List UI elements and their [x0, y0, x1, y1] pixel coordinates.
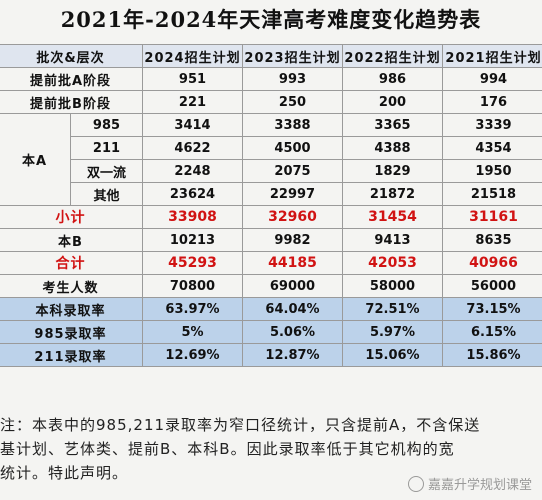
table-cell: 70800: [142, 274, 243, 298]
table-cell: 986: [342, 67, 443, 91]
table-row-total: 合计 45293 44185 42053 40966: [0, 251, 542, 275]
watermark-logo-icon: [407, 475, 424, 492]
footnote-line: 统计。特此声明。: [0, 464, 129, 482]
table-cell: 3365: [342, 113, 443, 137]
group-label-benA: 本A: [0, 113, 71, 206]
row-label: 合计: [0, 251, 143, 275]
header-cell: 2022招生计划: [342, 44, 443, 68]
table-cell: 3414: [142, 113, 243, 137]
table-row: 考生人数 70800 69000 58000 56000: [0, 274, 542, 298]
table-cell: 21872: [342, 182, 443, 206]
row-label: 提前批A阶段: [0, 67, 143, 91]
table-cell: 15.86%: [442, 343, 542, 367]
table-cell: 3388: [242, 113, 343, 137]
header-cell: 2023招生计划: [242, 44, 343, 68]
header-cell: 2024招生计划: [142, 44, 243, 68]
row-label: 211录取率: [0, 343, 143, 367]
table-row-subtotal: 小计 33908 32960 31454 31161: [0, 205, 542, 229]
table-cell: 2248: [142, 159, 243, 183]
table-cell: 2075: [242, 159, 343, 183]
table-cell: 44185: [242, 251, 343, 275]
table-row-rate: 985录取率 5% 5.06% 5.97% 6.15%: [0, 320, 542, 344]
table-cell: 40966: [442, 251, 542, 275]
page-title: 2021年-2024年天津高考难度变化趋势表: [60, 7, 482, 32]
table-row: 其他 23624 22997 21872 21518: [0, 182, 542, 206]
footnote-line: 注：本表中的985,211录取率为窄口径统计，只含提前A，不含保送: [0, 416, 481, 434]
table-cell: 1829: [342, 159, 443, 183]
table-cell: 4500: [242, 136, 343, 160]
table-cell: 250: [242, 90, 343, 114]
table-cell: 221: [142, 90, 243, 114]
table-header-row: 批次&层次 2024招生计划 2023招生计划 2022招生计划 2021招生计…: [0, 44, 542, 68]
row-label: 双一流: [70, 159, 143, 183]
table-cell: 45293: [142, 251, 243, 275]
header-cell: 批次&层次: [0, 44, 143, 68]
row-label: 考生人数: [0, 274, 143, 298]
table-cell: 21518: [442, 182, 542, 206]
table-cell: 31454: [342, 205, 443, 229]
table-cell: 22997: [242, 182, 343, 206]
row-label: 985: [70, 113, 143, 137]
table-row-rate: 本科录取率 63.97% 64.04% 72.51% 73.15%: [0, 297, 542, 321]
watermark-text: 嘉嘉升学规划课堂: [427, 478, 532, 493]
table-cell: 69000: [242, 274, 343, 298]
header-cell: 2021招生计划: [442, 44, 542, 68]
table-cell: 200: [342, 90, 443, 114]
table-cell: 5.06%: [242, 320, 343, 344]
table-cell: 32960: [242, 205, 343, 229]
table-row: 211 4622 4500 4388 4354: [0, 136, 542, 160]
table-cell: 4622: [142, 136, 243, 160]
table-cell: 42053: [342, 251, 443, 275]
row-label: 提前批B阶段: [0, 90, 143, 114]
table-row: 本A 985 3414 3388 3365 3339: [0, 113, 542, 206]
table-cell: 994: [442, 67, 542, 91]
table-cell: 3339: [442, 113, 542, 137]
table-cell: 72.51%: [342, 297, 443, 321]
table-cell: 63.97%: [142, 297, 243, 321]
row-label: 其他: [70, 182, 143, 206]
table-cell: 951: [142, 67, 243, 91]
table-cell: 993: [242, 67, 343, 91]
table-cell: 9982: [242, 228, 343, 252]
table-cell: 1950: [442, 159, 542, 183]
row-label: 211: [70, 136, 143, 160]
table-cell: 176: [442, 90, 542, 114]
table-cell: 31161: [442, 205, 542, 229]
table-cell: 33908: [142, 205, 243, 229]
table-cell: 12.69%: [142, 343, 243, 367]
table-cell: 4354: [442, 136, 542, 160]
table-row: 本B 10213 9982 9413 8635: [0, 228, 542, 252]
table-cell: 4388: [342, 136, 443, 160]
footnote-line: 基计划、艺体类、提前B、本科B。因此录取率低于其它机构的宽: [0, 440, 455, 458]
row-label: 本B: [0, 228, 143, 252]
table-cell: 6.15%: [442, 320, 542, 344]
table-cell: 5%: [142, 320, 243, 344]
row-label: 985录取率: [0, 320, 143, 344]
trend-table: 批次&层次 2024招生计划 2023招生计划 2022招生计划 2021招生计…: [0, 44, 542, 367]
table-cell: 15.06%: [342, 343, 443, 367]
row-label: 本科录取率: [0, 297, 143, 321]
table-cell: 56000: [442, 274, 542, 298]
table-row: 提前批B阶段 221 250 200 176: [0, 90, 542, 114]
table-cell: 5.97%: [342, 320, 443, 344]
table-row: 提前批A阶段 951 993 986 994: [0, 67, 542, 91]
table-cell: 8635: [442, 228, 542, 252]
table-row-rate: 211录取率 12.69% 12.87% 15.06% 15.86%: [0, 343, 542, 367]
footnote: 注：本表中的985,211录取率为窄口径统计，只含提前A，不含保送 基计划、艺体…: [0, 413, 542, 485]
table-cell: 58000: [342, 274, 443, 298]
table-cell: 10213: [142, 228, 243, 252]
row-label: 小计: [0, 205, 143, 229]
table-cell: 12.87%: [242, 343, 343, 367]
table-row: 双一流 2248 2075 1829 1950: [0, 159, 542, 183]
watermark: 嘉嘉升学规划课堂: [407, 474, 532, 493]
table-cell: 64.04%: [242, 297, 343, 321]
table-cell: 23624: [142, 182, 243, 206]
table-cell: 73.15%: [442, 297, 542, 321]
table-cell: 9413: [342, 228, 443, 252]
